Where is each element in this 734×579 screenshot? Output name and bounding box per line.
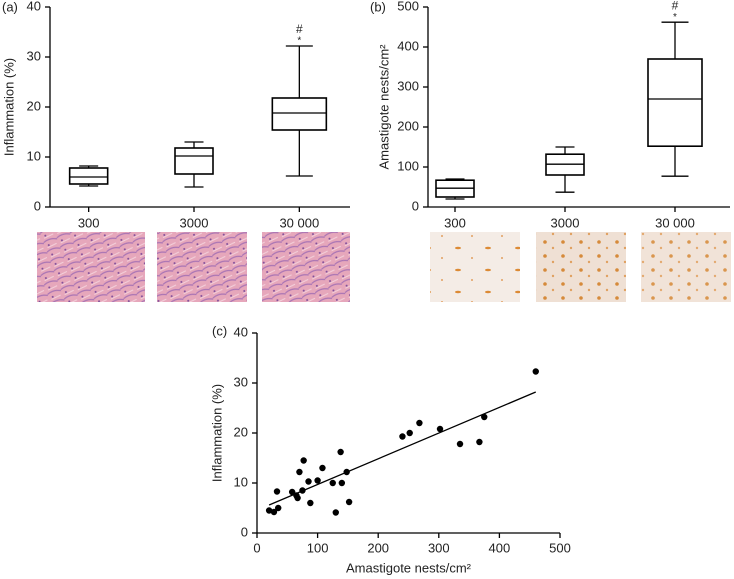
point [337,448,344,456]
point [314,477,321,484]
box [647,58,703,147]
point [319,464,326,472]
point [300,457,307,464]
y-tick-label: 500 [397,0,419,13]
x-tick-label: 300 [428,540,450,555]
y-tick-label: 40 [234,324,248,339]
micrograph [536,232,626,302]
point [296,468,303,476]
annotation: # [296,22,303,36]
y-tick-label: 20 [234,424,248,439]
y-tick-label: 10 [27,148,41,163]
x-tick-label: 3000 [551,215,580,230]
y-tick-label: 30 [234,374,248,389]
box [68,167,109,185]
y-tick-label: 40 [27,0,41,13]
point [275,504,282,512]
panel-label: (b) [370,0,386,14]
y-tick-label: 100 [397,158,419,173]
micrograph [641,232,731,302]
point [270,508,278,516]
micrograph [37,232,145,302]
y-axis-title: Amastigote nests/cm² [376,44,391,170]
x-axis-title: Amastigote nests/cm² [346,560,472,575]
point [288,488,296,496]
y-tick-label: 400 [397,38,419,53]
x-tick-label: 300 [78,215,100,230]
micrograph [430,232,520,302]
point [436,425,444,433]
point [481,413,488,421]
y-tick-label: 30 [27,48,41,63]
point [294,494,301,502]
point [406,429,413,437]
point [307,499,314,507]
point [273,488,281,495]
point [532,368,539,375]
x-tick-label: 0 [253,540,260,555]
y-tick-label: 20 [27,98,41,113]
point [476,438,483,446]
y-tick-label: 10 [234,474,248,489]
trend-line [268,391,537,506]
micrograph [262,232,350,302]
x-tick-label: 30 000 [279,215,319,230]
x-tick-label: 300 [444,215,466,230]
y-tick-label: 0 [241,524,248,539]
point [399,433,406,440]
x-tick-label: 100 [307,540,329,555]
y-tick-label: 0 [412,198,419,213]
x-tick-label: 3000 [180,215,209,230]
annotation: # [672,0,679,12]
point [305,478,312,485]
point [456,440,464,448]
y-axis-title: Inflammation (%) [1,58,16,156]
box [271,97,328,131]
box [174,147,214,175]
y-tick-label: 200 [397,118,419,133]
annotation: * [673,12,677,23]
y-tick-label: 0 [34,198,41,213]
x-tick-label: 400 [489,540,511,555]
point [416,419,423,427]
point [332,509,339,516]
point [345,498,353,506]
micrograph [157,232,247,302]
panel-label: (c) [212,323,227,338]
y-axis-title: Inflammation (%) [209,384,224,482]
x-tick-label: 30 000 [655,215,695,230]
point [299,487,306,494]
annotation: * [297,36,301,47]
point [265,507,273,514]
panel-label: (a) [2,0,18,14]
y-tick-label: 300 [397,78,419,93]
x-tick-label: 200 [367,540,389,555]
point [343,468,350,476]
point [338,479,346,487]
point [329,479,336,487]
x-tick-label: 500 [549,540,571,555]
